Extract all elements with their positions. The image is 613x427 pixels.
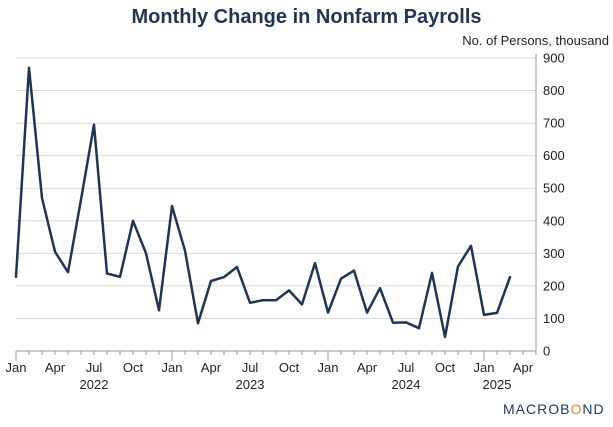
grid-lines (16, 57, 536, 319)
tick-labels: 0 100 200 300 400 500 600 700 800 900 Jan Apr Jul Oct… (6, 51, 565, 393)
x-year-label: 2023 (236, 377, 265, 392)
y-axis-unit-label: No. of Persons, thousand (462, 33, 609, 48)
x-year-label: 2022 (80, 377, 109, 392)
y-tick-label: 400 (543, 213, 565, 228)
macrobond-logo: MACROBOND (503, 401, 605, 417)
x-month-label: Apr (357, 360, 378, 375)
x-month-label: Jan (318, 360, 339, 375)
y-tick-label: 300 (543, 246, 565, 261)
x-year-label: 2024 (392, 377, 421, 392)
x-month-label: Oct (279, 360, 300, 375)
y-tick-label: 700 (543, 116, 565, 131)
x-month-label: Apr (201, 360, 222, 375)
x-year-label: 2025 (483, 377, 512, 392)
chart-title: Monthly Change in Nonfarm Payrolls (131, 6, 482, 28)
axes (15, 54, 537, 361)
x-month-label: Apr (513, 360, 534, 375)
y-tick-label: 500 (543, 181, 565, 196)
x-month-label: Jan (474, 360, 495, 375)
x-month-label: Oct (435, 360, 456, 375)
x-month-label: Jul (86, 360, 103, 375)
series-layer (14, 66, 512, 339)
x-month-label: Jul (242, 360, 259, 375)
y-tick-label: 0 (543, 344, 550, 359)
series-line (14, 66, 512, 339)
y-tick-label: 900 (543, 51, 565, 66)
y-tick-label: 200 (543, 278, 565, 293)
y-tick-label: 100 (543, 311, 565, 326)
x-month-label: Jul (398, 360, 415, 375)
y-tick-label: 800 (543, 83, 565, 98)
x-month-label: Oct (123, 360, 144, 375)
y-tick-label: 600 (543, 148, 565, 163)
x-month-label: Apr (45, 360, 66, 375)
x-month-label: Jan (6, 360, 27, 375)
x-month-label: Jan (162, 360, 183, 375)
